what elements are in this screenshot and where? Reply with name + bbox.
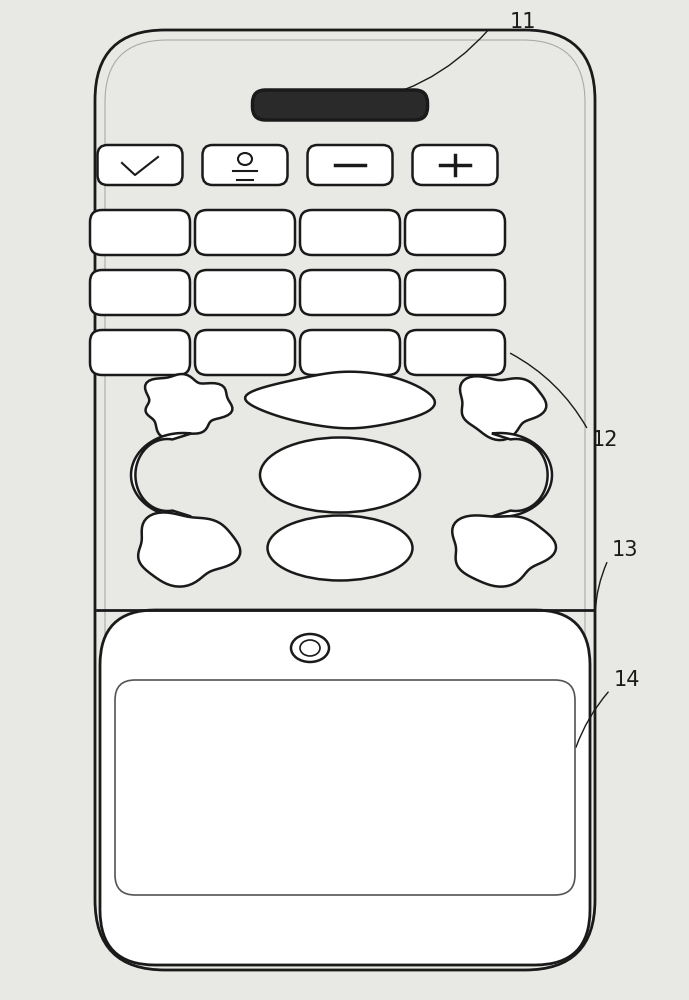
FancyBboxPatch shape bbox=[195, 330, 295, 375]
FancyBboxPatch shape bbox=[100, 610, 590, 965]
Text: 13: 13 bbox=[612, 540, 639, 560]
FancyBboxPatch shape bbox=[115, 680, 575, 895]
FancyBboxPatch shape bbox=[307, 145, 393, 185]
FancyBboxPatch shape bbox=[203, 145, 287, 185]
FancyBboxPatch shape bbox=[195, 270, 295, 315]
Polygon shape bbox=[245, 372, 435, 428]
Ellipse shape bbox=[267, 516, 413, 580]
FancyBboxPatch shape bbox=[300, 210, 400, 255]
FancyBboxPatch shape bbox=[90, 330, 190, 375]
Polygon shape bbox=[145, 374, 232, 438]
Text: 11: 11 bbox=[510, 12, 537, 32]
FancyBboxPatch shape bbox=[252, 90, 427, 120]
FancyBboxPatch shape bbox=[90, 210, 190, 255]
Polygon shape bbox=[460, 376, 546, 440]
Ellipse shape bbox=[291, 634, 329, 662]
Polygon shape bbox=[452, 515, 556, 587]
FancyBboxPatch shape bbox=[405, 270, 505, 315]
Polygon shape bbox=[492, 433, 552, 517]
FancyBboxPatch shape bbox=[405, 330, 505, 375]
FancyBboxPatch shape bbox=[413, 145, 497, 185]
Polygon shape bbox=[138, 512, 240, 587]
FancyBboxPatch shape bbox=[405, 210, 505, 255]
Polygon shape bbox=[131, 433, 191, 517]
Text: 14: 14 bbox=[614, 670, 641, 690]
FancyBboxPatch shape bbox=[195, 210, 295, 255]
Ellipse shape bbox=[300, 640, 320, 656]
FancyBboxPatch shape bbox=[300, 330, 400, 375]
FancyBboxPatch shape bbox=[98, 145, 183, 185]
Text: 12: 12 bbox=[592, 430, 619, 450]
FancyBboxPatch shape bbox=[95, 30, 595, 970]
Ellipse shape bbox=[260, 438, 420, 512]
FancyBboxPatch shape bbox=[90, 270, 190, 315]
FancyBboxPatch shape bbox=[300, 270, 400, 315]
